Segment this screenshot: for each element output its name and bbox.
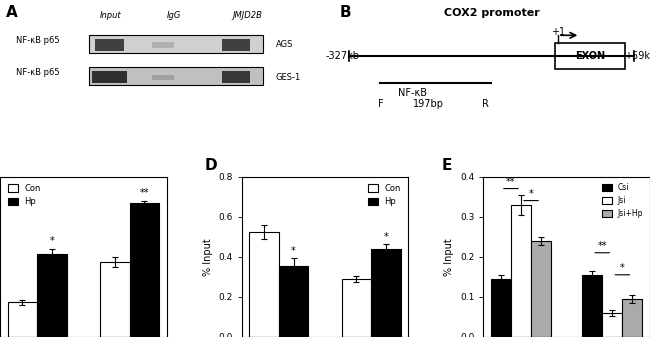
Bar [95,39,124,51]
Text: F: F [378,99,384,109]
Text: NF-κB p65: NF-κB p65 [16,36,60,44]
Text: +59kb: +59kb [625,51,650,61]
Text: B: B [339,5,351,20]
Text: *: * [620,263,625,273]
Text: *: * [528,189,534,198]
Legend: Con, Hp: Con, Hp [365,181,404,210]
Text: NF-κB: NF-κB [398,88,426,98]
Y-axis label: % Input: % Input [203,238,213,276]
Text: A: A [6,5,18,20]
Text: *: * [291,246,296,256]
Text: **: ** [506,177,515,187]
Bar [89,67,263,85]
Bar [92,71,127,84]
Legend: Csi, Jsi, Jsi+Hp: Csi, Jsi, Jsi+Hp [599,180,646,221]
Bar [491,279,511,337]
Text: JMJD2B: JMJD2B [233,11,262,20]
Text: E: E [441,158,452,173]
Bar [249,232,279,337]
Text: 197bp: 197bp [413,99,443,109]
Text: EXON: EXON [575,51,604,61]
Bar [511,205,531,337]
Bar [582,275,603,337]
Text: **: ** [140,188,149,198]
Text: AGS: AGS [276,40,293,50]
Text: *: * [49,236,55,246]
Bar [37,254,67,337]
Text: COX2 promoter: COX2 promoter [443,8,540,18]
Text: +1: +1 [551,27,565,37]
Bar [622,299,642,337]
Bar [222,71,250,83]
Text: GES-1: GES-1 [276,72,301,82]
Text: *: * [384,232,388,242]
Text: -327kb: -327kb [326,51,359,61]
Y-axis label: % Input: % Input [445,238,454,276]
Bar [89,35,263,53]
Bar [222,39,250,51]
Bar [129,203,159,337]
Text: **: ** [597,241,607,251]
Bar [603,313,622,337]
Bar [8,302,37,337]
Text: IgG: IgG [167,11,181,20]
Bar [100,262,129,337]
Text: NF-κB p65: NF-κB p65 [16,68,60,77]
Text: D: D [205,158,218,173]
Bar [555,43,625,69]
Bar [531,241,551,337]
Text: R: R [482,99,489,109]
Legend: Con, Hp: Con, Hp [4,181,44,210]
Bar [152,42,174,48]
Bar [371,249,401,337]
Bar [342,279,371,337]
Bar [279,266,308,337]
Bar [152,74,174,80]
Text: Input: Input [100,11,122,20]
